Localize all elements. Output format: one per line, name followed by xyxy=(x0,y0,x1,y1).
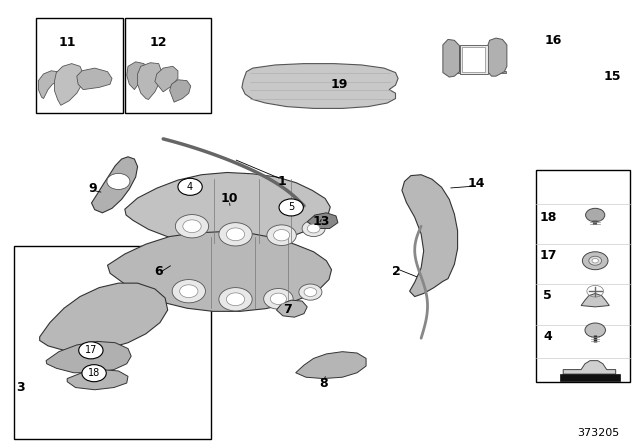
Circle shape xyxy=(589,256,602,265)
Polygon shape xyxy=(460,45,488,74)
Text: 18: 18 xyxy=(88,368,100,378)
Text: 18: 18 xyxy=(539,211,557,224)
Circle shape xyxy=(279,199,303,216)
Polygon shape xyxy=(563,361,616,374)
Text: 4: 4 xyxy=(543,329,552,343)
Text: 373205: 373205 xyxy=(577,428,620,438)
Circle shape xyxy=(227,293,244,306)
Text: 1: 1 xyxy=(277,175,286,188)
Bar xyxy=(36,18,123,113)
Text: 19: 19 xyxy=(330,78,348,91)
Bar xyxy=(125,18,211,113)
Text: 7: 7 xyxy=(284,302,292,316)
Circle shape xyxy=(302,220,325,237)
Text: 5: 5 xyxy=(288,202,294,212)
Polygon shape xyxy=(488,38,507,76)
Polygon shape xyxy=(307,213,338,228)
Polygon shape xyxy=(560,374,620,381)
Text: 16: 16 xyxy=(545,34,563,47)
Circle shape xyxy=(175,215,209,238)
Polygon shape xyxy=(138,63,161,99)
Polygon shape xyxy=(402,175,458,297)
Circle shape xyxy=(299,284,322,300)
Circle shape xyxy=(585,323,605,337)
Text: 2: 2 xyxy=(392,264,401,278)
Text: 10: 10 xyxy=(220,191,238,205)
Circle shape xyxy=(307,224,320,233)
Circle shape xyxy=(586,208,605,222)
Text: 3: 3 xyxy=(16,381,25,394)
Text: 6: 6 xyxy=(154,264,163,278)
Text: 12: 12 xyxy=(150,36,168,49)
Circle shape xyxy=(270,293,287,305)
Text: 13: 13 xyxy=(312,215,330,228)
Circle shape xyxy=(273,229,290,241)
Circle shape xyxy=(582,252,608,270)
Circle shape xyxy=(267,225,296,246)
Text: 15: 15 xyxy=(603,69,621,83)
Polygon shape xyxy=(581,293,609,307)
Circle shape xyxy=(304,288,317,297)
Polygon shape xyxy=(462,47,485,72)
Polygon shape xyxy=(108,232,332,311)
Polygon shape xyxy=(170,80,191,102)
Circle shape xyxy=(219,223,252,246)
Polygon shape xyxy=(54,64,83,105)
Bar xyxy=(14,246,211,439)
Circle shape xyxy=(227,228,244,241)
Circle shape xyxy=(79,342,103,359)
Text: 14: 14 xyxy=(468,177,486,190)
Text: 17: 17 xyxy=(84,345,97,355)
Text: 11: 11 xyxy=(58,36,76,49)
Circle shape xyxy=(592,258,598,263)
Polygon shape xyxy=(125,172,330,246)
Circle shape xyxy=(178,178,202,195)
Text: 8: 8 xyxy=(319,377,328,391)
Circle shape xyxy=(183,220,201,233)
Polygon shape xyxy=(296,352,366,379)
Text: 17: 17 xyxy=(539,249,557,262)
Circle shape xyxy=(82,365,106,382)
Polygon shape xyxy=(443,39,460,77)
Bar xyxy=(536,170,630,382)
Circle shape xyxy=(107,173,130,190)
Text: 4: 4 xyxy=(187,182,193,192)
Polygon shape xyxy=(242,64,398,108)
Polygon shape xyxy=(40,283,168,352)
Polygon shape xyxy=(67,370,128,390)
Circle shape xyxy=(264,289,293,309)
Circle shape xyxy=(180,285,198,297)
Polygon shape xyxy=(445,71,506,73)
Polygon shape xyxy=(77,68,112,90)
Text: 9: 9 xyxy=(88,181,97,195)
Polygon shape xyxy=(92,157,138,213)
Polygon shape xyxy=(276,300,307,317)
Text: 5: 5 xyxy=(543,289,552,302)
Polygon shape xyxy=(127,62,146,90)
Circle shape xyxy=(219,288,252,311)
Polygon shape xyxy=(155,66,178,92)
Circle shape xyxy=(172,280,205,303)
Polygon shape xyxy=(46,341,131,373)
Polygon shape xyxy=(38,71,61,99)
